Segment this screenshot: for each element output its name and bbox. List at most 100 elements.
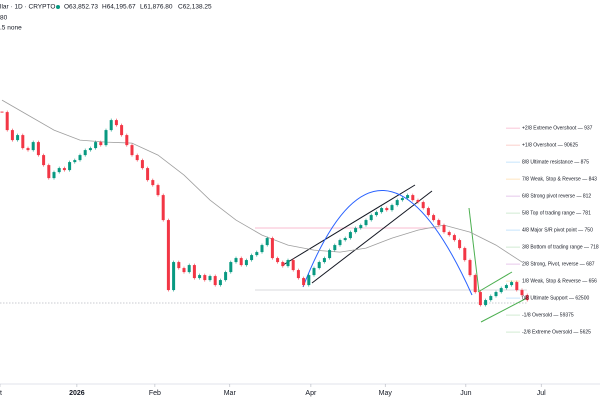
candle (374, 212, 378, 216)
status-dot (56, 5, 60, 9)
level-label: +1/8 Overshoot — 90625 (522, 142, 578, 148)
candle (354, 228, 358, 233)
indicator-line: 80 (0, 15, 8, 22)
x-tick-label: t (0, 390, 2, 397)
candle (307, 275, 311, 286)
level-label: 3/8 Bottom of trading range — 718 (522, 244, 599, 250)
candle (52, 172, 56, 179)
level-label: -1/8 Oversold — 59375 (522, 312, 574, 318)
candle (78, 155, 82, 161)
candle (177, 262, 181, 269)
candle (437, 220, 441, 226)
candle (10, 130, 14, 141)
candle (270, 238, 274, 259)
candle (328, 250, 332, 259)
level-label: 7/8 Weak, Stop & Reverse — 843 (522, 176, 597, 182)
candle (172, 262, 176, 291)
candle (187, 265, 191, 273)
candle (338, 240, 342, 246)
level-label: 6/8 Strong pivot reverse — 812 (522, 193, 591, 199)
candle (406, 195, 410, 199)
ohlc-label: L61,876.80 (140, 4, 173, 11)
candle (120, 125, 124, 136)
candle (83, 150, 87, 156)
candle (208, 276, 212, 281)
candle (239, 258, 243, 266)
candle (499, 288, 503, 293)
x-tick-label: Mar (224, 390, 237, 397)
candle (520, 290, 524, 296)
x-tick-label: Jun (460, 390, 471, 397)
candle (343, 238, 347, 241)
level-label: -2/8 Extreme Oversold — 5625 (522, 329, 591, 335)
candle (224, 272, 228, 281)
x-tick-label: Apr (305, 390, 317, 397)
candle (57, 168, 61, 173)
candle (218, 280, 222, 286)
candle (234, 258, 238, 263)
level-label: 0/8 Ultimate Support — 62500 (522, 295, 589, 301)
ohlc-label: C62,138.25 (178, 4, 212, 11)
level-label: 8/8 Ultimate resistance — 875 (522, 159, 589, 165)
level-label: 2/8 Strong, Pivot, reverse — 687 (522, 261, 595, 267)
arc (302, 190, 473, 296)
candle (348, 232, 352, 239)
candle (421, 202, 425, 209)
candle (99, 142, 103, 146)
candle (411, 195, 415, 201)
candle (380, 208, 384, 213)
candle (114, 120, 118, 126)
candle (265, 238, 269, 246)
candle (244, 260, 248, 266)
candle (94, 142, 98, 149)
x-tick-label: Jul (537, 390, 546, 397)
level-label: 1/8 Weak, Stop & Reverse — 656 (522, 278, 597, 284)
candle (494, 292, 498, 297)
candle (26, 148, 30, 151)
moving-average (1, 99, 523, 263)
candle (203, 275, 207, 281)
candle (16, 135, 20, 141)
level-label: 4/8 Major S/R pivot point — 750 (522, 227, 593, 233)
candle (463, 248, 467, 261)
x-tick-label: May (379, 390, 393, 397)
candle (21, 135, 25, 149)
candle (42, 155, 46, 166)
candle (390, 205, 394, 211)
plot (0, 99, 529, 307)
candle (130, 145, 134, 156)
candle (291, 260, 295, 271)
trend-line (282, 184, 416, 266)
candle (151, 180, 155, 186)
candle (104, 130, 108, 146)
candle (161, 195, 165, 221)
candle (478, 292, 482, 306)
candle (385, 208, 389, 211)
candle (442, 225, 446, 233)
candle (286, 260, 290, 267)
symbol: llar · 1D · CRYPTO (0, 4, 55, 11)
candle (47, 165, 51, 179)
candle (250, 255, 254, 261)
candle (468, 260, 472, 276)
candle (473, 275, 477, 293)
candle (88, 148, 92, 151)
candle (426, 208, 430, 216)
candle (146, 168, 150, 181)
candle (68, 162, 72, 171)
candle (395, 200, 399, 206)
candle (484, 300, 488, 306)
candle (31, 142, 35, 151)
candle (333, 245, 337, 251)
x-tick-label: 2026 (69, 390, 85, 397)
candle (213, 276, 217, 286)
ohlc-label: H64,195.67 (102, 4, 136, 11)
ohlc-label: O63,852.73 (64, 4, 98, 11)
candle (416, 200, 420, 203)
candle (504, 285, 508, 289)
candle (296, 270, 300, 279)
candle (281, 262, 285, 267)
candle (140, 160, 144, 169)
